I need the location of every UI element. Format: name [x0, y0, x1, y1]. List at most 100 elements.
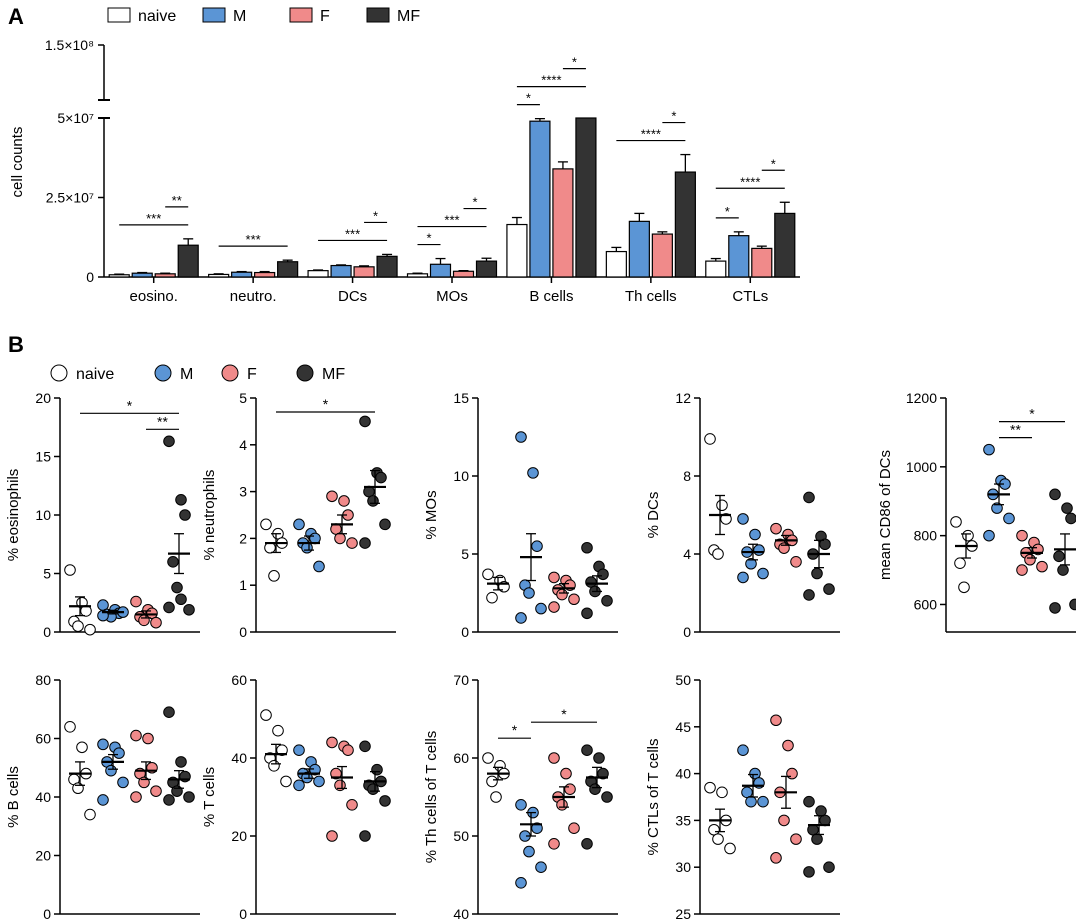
data-point-M — [983, 529, 995, 542]
data-point-MF — [803, 491, 815, 504]
sig-label: * — [671, 109, 676, 124]
legend-a-label-naive: naive — [138, 8, 176, 25]
x-tick-label: neutro. — [230, 288, 277, 305]
data-point-MF — [597, 568, 609, 581]
legend-a-swatch-F — [289, 7, 313, 23]
data-point-naive — [716, 499, 728, 512]
data-point-M — [757, 795, 769, 808]
data-point-F — [770, 522, 782, 535]
legend-b-label-MF: MF — [322, 366, 345, 383]
data-point-MF — [379, 795, 391, 807]
sig-label: ** — [157, 413, 168, 429]
data-point-MF — [171, 785, 183, 797]
data-point-M — [523, 587, 535, 599]
panel-tcells: 0 20 40 60 % T cells — [201, 672, 396, 921]
data-point-MF — [1049, 602, 1061, 614]
legend-a-swatch-MF — [366, 7, 390, 23]
data-point-F — [142, 732, 154, 745]
data-point-naive — [276, 744, 288, 757]
bar-naive — [705, 260, 727, 278]
bar-M — [231, 271, 253, 278]
data-point-naive — [482, 752, 494, 764]
data-point-M — [117, 776, 129, 789]
sig-label: *** — [345, 226, 360, 241]
x-tick-label: DCs — [338, 288, 367, 305]
data-point-MF — [803, 795, 815, 808]
data-point-M — [313, 560, 325, 573]
y-tick-label: 20 — [35, 390, 51, 406]
data-point-M — [293, 518, 305, 531]
data-point-F — [770, 852, 782, 864]
data-point-MF — [163, 435, 175, 448]
bar-MF — [674, 171, 696, 278]
data-point-M — [515, 431, 527, 443]
bar-M — [628, 220, 650, 278]
y-tick-label: 0 — [683, 624, 691, 640]
data-point-MF — [1061, 502, 1073, 514]
bar-F — [353, 266, 375, 278]
data-point-M — [293, 779, 305, 792]
data-point-MF — [589, 783, 601, 796]
x-tick-label: Th cells — [625, 288, 677, 305]
y-tick-label: 5 — [43, 566, 51, 582]
data-point-MF — [581, 607, 593, 620]
panel-th: 40 50 60 70 % Th cells of T cells * * — [423, 672, 618, 921]
data-point-M — [737, 571, 749, 584]
y-tick-label: 5×10⁷ — [57, 110, 94, 126]
sig-label: ** — [1010, 422, 1021, 438]
data-point-F — [770, 714, 782, 727]
data-point-MF — [803, 866, 815, 878]
data-point-M — [531, 822, 543, 835]
bar-naive — [406, 273, 429, 278]
bar-MF — [575, 117, 597, 278]
panel-mos: 0 5 10 15 % MOs — [423, 390, 618, 640]
legend-b-marker-naive — [50, 364, 68, 382]
data-point-M — [737, 744, 749, 757]
data-point-MF — [163, 706, 175, 718]
legend-a-label-F: F — [320, 8, 330, 25]
bar-M — [429, 263, 452, 278]
data-point-F — [548, 601, 560, 613]
y-axis-title: % eosinophils — [5, 469, 22, 562]
data-point-M — [523, 845, 535, 858]
y-tick-label: 800 — [914, 528, 938, 544]
data-point-naive — [76, 741, 88, 754]
data-point-MF — [171, 581, 183, 594]
data-point-MF — [601, 791, 613, 803]
data-point-naive — [260, 518, 272, 531]
data-point-naive — [720, 513, 732, 525]
bar-MF — [177, 244, 199, 278]
bar-M — [529, 120, 551, 278]
bar-naive — [307, 270, 329, 278]
data-point-F — [548, 752, 560, 764]
data-point-M — [535, 602, 547, 615]
y-tick-label: 20 — [231, 828, 247, 844]
data-point-M — [1003, 512, 1015, 525]
data-point-F — [342, 744, 354, 757]
bar-F — [452, 270, 475, 278]
bar-M — [330, 264, 352, 278]
data-point-F — [548, 571, 560, 584]
sig-label: * — [561, 706, 567, 722]
y-tick-label: 50 — [675, 672, 691, 688]
data-point-MF — [811, 567, 823, 580]
data-point-F — [1024, 553, 1036, 566]
data-point-naive — [954, 557, 966, 569]
bar-naive — [506, 223, 528, 278]
y-axis-title: % T cells — [201, 767, 218, 827]
data-point-M — [527, 467, 539, 479]
bar-MF — [774, 212, 796, 278]
y-tick-label: 10 — [453, 468, 469, 484]
data-point-naive — [260, 709, 272, 721]
legend-b-marker-M — [154, 364, 172, 382]
y-axis-title: cell counts — [9, 127, 26, 198]
data-point-F — [130, 791, 142, 803]
data-point-F — [1016, 564, 1028, 576]
data-point-naive — [268, 760, 280, 772]
sig-label: * — [426, 231, 431, 246]
data-point-MF — [811, 833, 823, 845]
sig-label: *** — [444, 213, 459, 228]
data-point-MF — [179, 509, 191, 521]
data-point-naive — [704, 433, 716, 445]
